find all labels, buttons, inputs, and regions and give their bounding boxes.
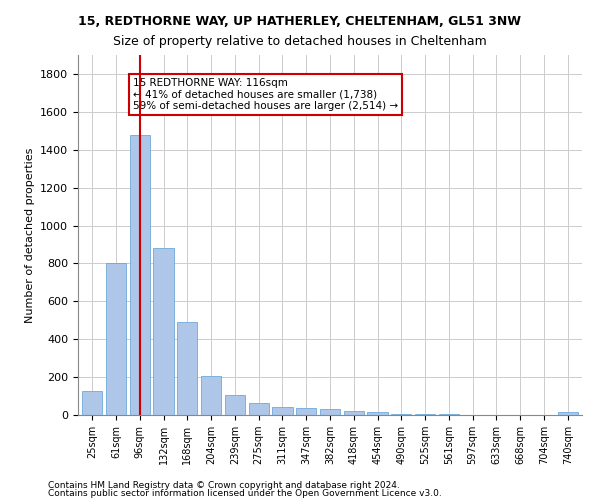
Bar bbox=[106, 264, 126, 415]
Bar bbox=[130, 134, 150, 415]
Bar bbox=[201, 376, 221, 415]
Bar bbox=[557, 412, 578, 415]
Bar bbox=[391, 414, 412, 415]
Y-axis label: Number of detached properties: Number of detached properties bbox=[25, 148, 35, 322]
Text: Contains public sector information licensed under the Open Government Licence v3: Contains public sector information licen… bbox=[48, 488, 442, 498]
Bar bbox=[367, 412, 388, 415]
Bar bbox=[320, 410, 340, 415]
Bar bbox=[248, 402, 269, 415]
Bar bbox=[272, 408, 293, 415]
Bar bbox=[154, 248, 173, 415]
Text: Size of property relative to detached houses in Cheltenham: Size of property relative to detached ho… bbox=[113, 35, 487, 48]
Bar bbox=[177, 322, 197, 415]
Text: 15 REDTHORNE WAY: 116sqm
← 41% of detached houses are smaller (1,738)
59% of sem: 15 REDTHORNE WAY: 116sqm ← 41% of detach… bbox=[133, 78, 398, 111]
Bar bbox=[439, 414, 459, 415]
Bar bbox=[415, 414, 435, 415]
Bar bbox=[82, 392, 103, 415]
Text: 15, REDTHORNE WAY, UP HATHERLEY, CHELTENHAM, GL51 3NW: 15, REDTHORNE WAY, UP HATHERLEY, CHELTEN… bbox=[79, 15, 521, 28]
Bar bbox=[225, 395, 245, 415]
Bar bbox=[296, 408, 316, 415]
Bar bbox=[344, 411, 364, 415]
Text: Contains HM Land Registry data © Crown copyright and database right 2024.: Contains HM Land Registry data © Crown c… bbox=[48, 481, 400, 490]
